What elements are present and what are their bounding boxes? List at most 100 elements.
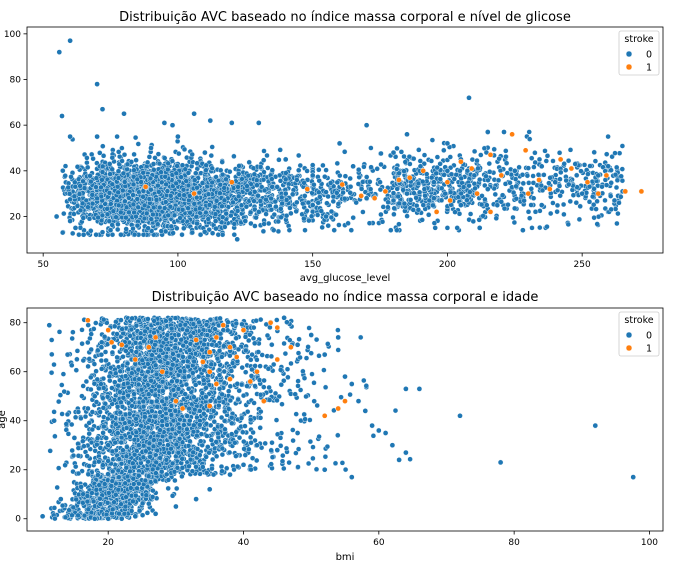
- data-point: [130, 192, 136, 198]
- data-point: [334, 190, 340, 196]
- data-point: [72, 179, 78, 186]
- data-point: [178, 174, 184, 180]
- data-point: [377, 186, 384, 193]
- data-point: [431, 179, 437, 186]
- data-point: [308, 213, 315, 220]
- data-point: [254, 182, 260, 188]
- data-point: [428, 158, 435, 164]
- data-point: [113, 319, 119, 325]
- x-axis-label: avg_glucose_level: [300, 273, 391, 284]
- data-point: [595, 172, 602, 179]
- data-point: [152, 155, 158, 161]
- data-point: [203, 167, 209, 173]
- data-point: [100, 153, 107, 159]
- data-point: [404, 131, 410, 138]
- data-point: [165, 160, 171, 167]
- data-point: [532, 159, 538, 166]
- data-point: [587, 163, 593, 169]
- data-point: [340, 189, 346, 196]
- data-point: [179, 162, 186, 168]
- data-point: [278, 214, 284, 221]
- data-point: [99, 106, 106, 113]
- data-point: [212, 204, 218, 210]
- data-point: [247, 209, 254, 216]
- data-point: [179, 207, 186, 213]
- data-point: [429, 137, 436, 143]
- data-point: [95, 214, 101, 221]
- data-point: [173, 180, 179, 187]
- data-point: [235, 171, 242, 177]
- data-point: [402, 159, 408, 165]
- data-point: [99, 163, 106, 170]
- data-point: [520, 227, 526, 234]
- data-point: [93, 320, 99, 326]
- data-point: [49, 337, 55, 343]
- data-point: [568, 165, 575, 172]
- data-point: [565, 181, 572, 188]
- data-point: [444, 179, 451, 186]
- data-point: [107, 171, 113, 177]
- data-point: [550, 158, 556, 164]
- data-point: [544, 153, 551, 159]
- data-point: [379, 219, 386, 225]
- data-point: [250, 165, 257, 171]
- data-point: [194, 160, 200, 166]
- data-point: [255, 209, 262, 215]
- data-point: [202, 149, 208, 156]
- data-point: [501, 205, 508, 212]
- data-point: [301, 215, 307, 222]
- data-point: [80, 231, 87, 238]
- data-point: [558, 169, 564, 176]
- data-point: [570, 192, 577, 198]
- data-point: [66, 191, 73, 197]
- data-point: [434, 164, 440, 171]
- data-point: [356, 166, 362, 173]
- data-point: [219, 203, 225, 210]
- data-point: [502, 181, 509, 187]
- data-point: [487, 209, 494, 215]
- data-point: [316, 167, 322, 173]
- series-stroke-0-cloud: [60, 129, 626, 238]
- data-point: [420, 202, 426, 208]
- data-point: [327, 180, 334, 186]
- data-point: [306, 217, 312, 224]
- data-point: [328, 208, 335, 215]
- data-point: [336, 222, 342, 228]
- data-point: [277, 178, 284, 184]
- data-point: [219, 214, 226, 220]
- data-point: [476, 225, 483, 231]
- data-point: [431, 195, 437, 202]
- data-point: [595, 190, 602, 197]
- data-point: [535, 172, 542, 178]
- data-point: [557, 156, 564, 163]
- data-point: [146, 154, 153, 160]
- data-point: [599, 183, 605, 190]
- data-point: [109, 222, 115, 228]
- data-point: [235, 184, 241, 190]
- data-point: [251, 198, 257, 204]
- data-point: [466, 94, 472, 101]
- data-point: [131, 167, 137, 173]
- data-point: [283, 197, 290, 203]
- data-point: [191, 177, 198, 183]
- data-point: [196, 189, 203, 196]
- data-point: [73, 367, 80, 373]
- data-point: [189, 229, 196, 236]
- data-point: [115, 221, 121, 228]
- data-point: [150, 161, 157, 167]
- data-point: [437, 176, 443, 182]
- data-point: [526, 180, 532, 186]
- data-point: [504, 170, 510, 176]
- data-point: [223, 210, 229, 217]
- data-point: [371, 195, 378, 202]
- data-point: [563, 167, 569, 173]
- data-point: [510, 214, 516, 221]
- data-point: [181, 225, 187, 232]
- data-point: [120, 170, 127, 177]
- data-point: [304, 168, 310, 174]
- data-point: [401, 200, 408, 207]
- data-point: [106, 190, 113, 196]
- data-point: [464, 197, 470, 203]
- data-point: [496, 155, 502, 162]
- data-point: [350, 214, 356, 221]
